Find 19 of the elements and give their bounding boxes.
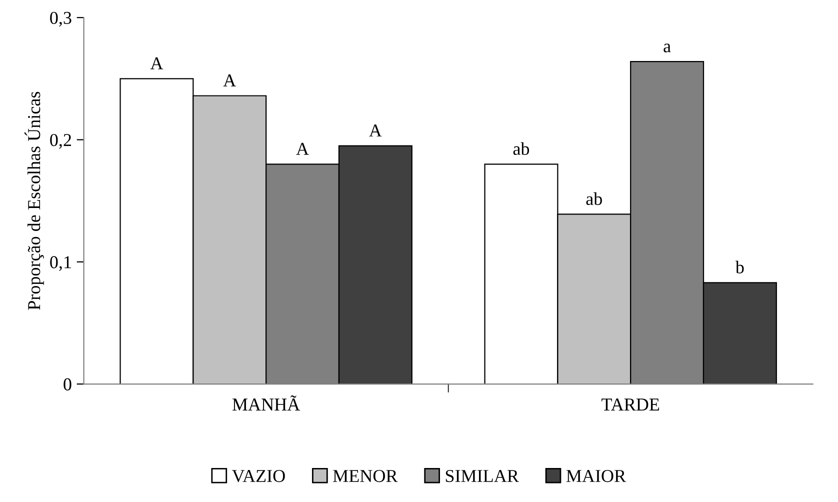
legend-label: VAZIO [232, 470, 285, 482]
y-axis-title: Proporção de Escolhas Únicas [24, 92, 44, 310]
x-tick-label: TARDE [602, 398, 660, 410]
legend-label: MENOR [333, 470, 398, 482]
data-label: A [369, 124, 382, 136]
y-tick-label: 0,3 [50, 12, 72, 27]
x-tick-label: MANHÃ [232, 395, 300, 410]
data-label: A [150, 57, 164, 70]
data-label: ab [513, 142, 530, 155]
y-tick-label: 0,1 [50, 256, 71, 271]
data-label: a [664, 44, 671, 52]
data-label: A [223, 74, 236, 86]
legend-label: SIMILAR [446, 470, 519, 482]
data-label: ab [586, 192, 602, 206]
y-tick-label: 0,2 [50, 134, 71, 149]
legend-label: MAIOR [566, 470, 626, 482]
y-tick-label: 0 [64, 378, 72, 390]
data-label: A [296, 142, 309, 155]
data-label: b [735, 260, 744, 274]
